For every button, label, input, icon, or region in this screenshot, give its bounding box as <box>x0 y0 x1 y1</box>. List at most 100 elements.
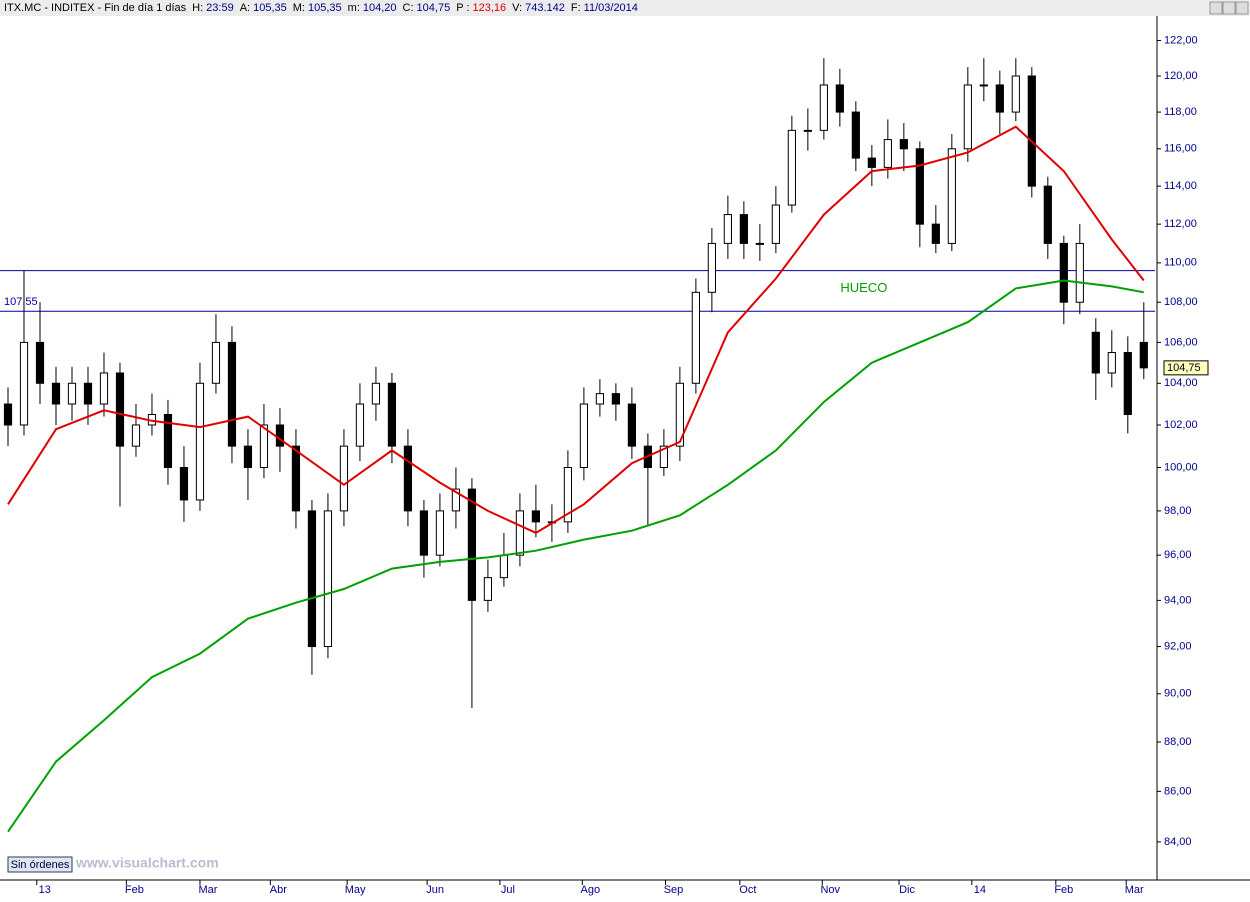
header-field-label: V: <box>512 2 522 14</box>
y-tick-label: 114,00 <box>1164 180 1197 192</box>
x-tick-label: Mar <box>1125 884 1144 896</box>
candle-body <box>483 577 493 601</box>
candle-body <box>499 554 509 579</box>
candle-body <box>1059 242 1068 303</box>
y-tick-label: 116,00 <box>1164 143 1197 155</box>
last-price-box <box>1163 360 1209 376</box>
status-box[interactable] <box>7 856 73 873</box>
y-tick-label: 106,00 <box>1164 336 1198 348</box>
header-field-value: 104,75 <box>417 2 451 14</box>
header-bar <box>0 0 1250 16</box>
annotation: HUECO <box>840 280 887 295</box>
x-tick-label: Sep <box>664 884 684 896</box>
candle-body <box>931 223 940 244</box>
x-tick-label: 14 <box>974 884 986 896</box>
x-tick-label: Feb <box>125 884 144 896</box>
candle-body <box>195 382 205 501</box>
candle-body <box>355 403 365 447</box>
header-title: ITX.MC - INDITEX - Fin de día 1 días <box>4 2 187 14</box>
y-tick-label: 102,00 <box>1164 419 1198 431</box>
header-field-label: A: <box>240 2 250 14</box>
x-tick-label: Abr <box>270 884 287 896</box>
candle-body <box>755 242 764 245</box>
close-button[interactable] <box>1235 1 1249 15</box>
minimize-button[interactable] <box>1209 1 1223 15</box>
candle-body <box>435 510 445 556</box>
candle-body <box>1091 331 1100 374</box>
candle-body <box>3 403 13 426</box>
candle-body <box>563 467 573 523</box>
candle-body <box>131 424 141 447</box>
candle-body <box>979 84 988 87</box>
candle-body <box>867 157 876 168</box>
y-tick-label: 112,00 <box>1164 218 1197 230</box>
candle-body <box>627 403 636 447</box>
y-tick-label: 122,00 <box>1164 34 1198 46</box>
candle-body <box>163 413 173 469</box>
candle-body <box>723 214 732 244</box>
y-tick-label: 100,00 <box>1164 461 1198 473</box>
candle-body <box>323 510 333 648</box>
candle-body <box>243 445 253 469</box>
y-tick-label: 90,00 <box>1164 688 1192 700</box>
status: Sin órdenes <box>11 859 70 871</box>
x-tick-label: Jul <box>501 884 515 896</box>
header-field-label: H: <box>192 2 203 14</box>
y-tick-label: 104,00 <box>1164 377 1198 389</box>
candle-body <box>947 148 956 244</box>
candle-body <box>291 445 301 512</box>
candle-body <box>227 341 237 447</box>
candle-body <box>835 84 844 113</box>
x-tick-label: Feb <box>1054 884 1073 896</box>
candle-body <box>707 242 716 293</box>
header-field-value: 105,35 <box>308 2 342 14</box>
candle-body <box>515 510 525 556</box>
maximize-button[interactable] <box>1222 1 1236 15</box>
header-field-value: 104,20 <box>363 2 397 14</box>
x-tick-label: Dic <box>899 884 915 896</box>
candle-body <box>211 341 221 384</box>
header-field-value: 11/03/2014 <box>584 2 638 14</box>
y-tick-label: 96,00 <box>1164 549 1192 561</box>
y-tick-label: 92,00 <box>1164 640 1192 652</box>
candle-body <box>1011 75 1020 113</box>
candle-body <box>1043 185 1052 244</box>
candle-body <box>339 445 349 512</box>
header-field-value: 743.142 <box>525 2 565 14</box>
header-field-label: P : <box>456 2 469 14</box>
candle-body <box>51 382 61 405</box>
candle-body <box>739 214 748 244</box>
candle-body <box>995 84 1004 113</box>
candle-body <box>403 445 413 512</box>
candle-body <box>883 139 892 168</box>
x-tick-label: May <box>345 884 366 896</box>
candle-body <box>1027 75 1036 187</box>
candle-body <box>787 129 796 206</box>
candle-body <box>1075 242 1084 303</box>
candle-body <box>419 510 429 556</box>
y-tick-label: 94,00 <box>1164 594 1192 606</box>
y-tick-label: 110,00 <box>1164 257 1197 269</box>
candle-body <box>275 424 285 447</box>
last-price-label: 104,75 <box>1167 362 1201 374</box>
header-field-label: C: <box>403 2 414 14</box>
candle-body <box>803 129 812 132</box>
candle-body <box>819 84 828 131</box>
candle-body <box>83 382 93 405</box>
candle-body <box>1139 341 1148 369</box>
candle-body <box>691 291 700 384</box>
y-tick-label: 108,00 <box>1164 296 1198 308</box>
candle-body <box>259 424 269 469</box>
header-field-value: 123,16 <box>472 2 506 14</box>
candle-body <box>67 382 77 405</box>
header-field-value: 23:59 <box>206 2 234 14</box>
candle-body <box>595 393 604 405</box>
level-label: 107,55 <box>4 296 38 308</box>
y-tick-label: 86,00 <box>1164 785 1192 797</box>
candle-body <box>851 111 860 159</box>
candle-body <box>179 467 189 501</box>
candle-body <box>1107 352 1116 374</box>
candle-body <box>451 488 461 512</box>
header-field-value: 105,35 <box>253 2 287 14</box>
candle-body <box>963 84 972 150</box>
